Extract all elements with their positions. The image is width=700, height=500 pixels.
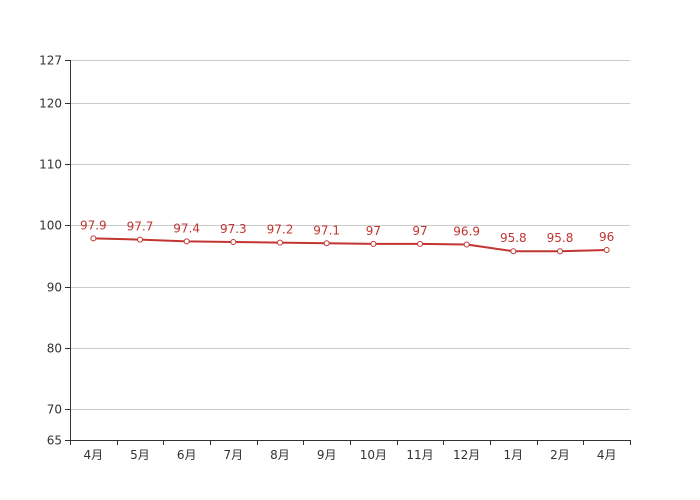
x-tick-label: 11月 bbox=[406, 448, 433, 462]
x-tick-label: 6月 bbox=[177, 448, 197, 462]
data-labels: 97.9 97.7 97.4 97.3 97.2 97.1 97 97 96.9 95.8 95.8… bbox=[80, 218, 614, 245]
data-label: 97 bbox=[412, 224, 427, 238]
y-tick-label: 100 bbox=[39, 219, 62, 233]
data-point bbox=[277, 239, 283, 246]
data-label: 97.4 bbox=[173, 221, 200, 235]
y-tick-label: 80 bbox=[47, 342, 62, 356]
data-label: 95.8 bbox=[547, 231, 574, 245]
data-point bbox=[183, 238, 190, 245]
x-tick-label: 4月 bbox=[597, 448, 617, 462]
data-label: 96 bbox=[599, 230, 614, 244]
data-label: 97.3 bbox=[220, 222, 247, 236]
x-tick-label: 7月 bbox=[224, 448, 244, 462]
data-label: 95.8 bbox=[500, 231, 527, 245]
y-tick-label: 90 bbox=[47, 281, 62, 295]
x-tick-label: 10月 bbox=[360, 448, 387, 462]
y-tick-label: 65 bbox=[47, 434, 62, 448]
y-tick-label: 120 bbox=[39, 97, 62, 111]
data-point bbox=[323, 240, 330, 247]
data-point bbox=[463, 241, 470, 248]
data-label: 97 bbox=[366, 224, 381, 238]
x-tick-label: 2月 bbox=[550, 448, 570, 462]
data-point bbox=[90, 235, 97, 242]
data-point bbox=[370, 240, 377, 247]
data-label: 97.2 bbox=[267, 223, 294, 237]
x-axis-ticks: 4月 5月 6月 7月 8月 9月 10月 11月 12月 1月 2月 4月 bbox=[70, 440, 631, 462]
x-tick-label: 9月 bbox=[317, 448, 337, 462]
data-point bbox=[510, 248, 517, 255]
data-point bbox=[417, 240, 423, 247]
data-label: 97.1 bbox=[313, 223, 340, 237]
series bbox=[90, 235, 610, 255]
data-point bbox=[137, 236, 143, 243]
data-label: 96.9 bbox=[453, 224, 480, 238]
series-line bbox=[93, 237, 607, 253]
data-label: 97.7 bbox=[127, 220, 154, 234]
gridlines bbox=[70, 60, 630, 410]
x-tick-label: 8月 bbox=[270, 448, 290, 462]
data-point bbox=[557, 248, 563, 255]
y-axis-ticks: 65 70 80 90 100 110 120 127 bbox=[39, 54, 70, 448]
y-tick-label: 110 bbox=[39, 158, 62, 172]
data-point bbox=[603, 247, 610, 253]
x-tick-label: 5月 bbox=[130, 448, 150, 462]
y-tick-label: 127 bbox=[39, 54, 62, 68]
data-point bbox=[230, 239, 237, 246]
x-tick-label: 12月 bbox=[453, 448, 480, 462]
x-tick-label: 1月 bbox=[504, 448, 524, 462]
data-label: 97.9 bbox=[80, 218, 107, 232]
y-tick-label: 70 bbox=[47, 403, 62, 417]
x-tick-label: 4月 bbox=[84, 448, 104, 462]
